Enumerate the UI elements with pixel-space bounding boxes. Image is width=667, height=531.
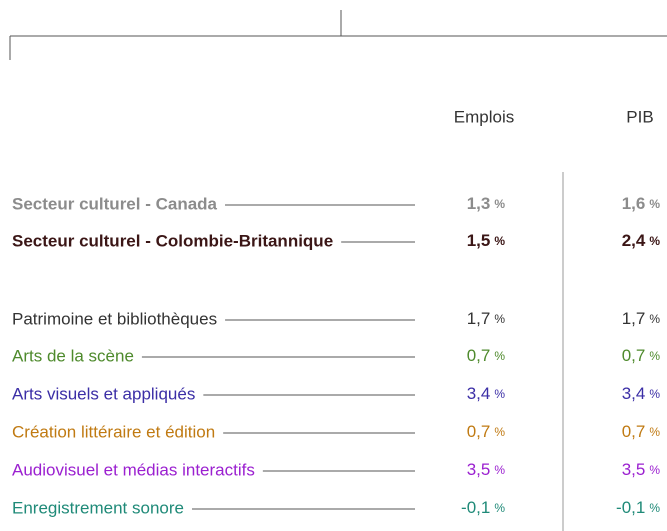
value-unit: %: [494, 349, 505, 363]
value-number: 0,7: [622, 346, 646, 365]
value-unit: %: [649, 387, 660, 401]
value-unit: %: [649, 425, 660, 439]
value-number: 3,4: [622, 384, 646, 403]
value-unit: %: [649, 349, 660, 363]
value-number: -0,1: [616, 498, 645, 517]
value-unit: %: [494, 387, 505, 401]
row-label: Secteur culturel - Colombie-Britannique: [12, 231, 333, 250]
value: 3,4%: [467, 384, 506, 403]
header-emplois: Emplois: [454, 107, 514, 126]
value: 0,7%: [467, 346, 506, 365]
value: 1,7%: [467, 309, 506, 328]
value-unit: %: [494, 234, 505, 248]
value: 2,4%: [622, 231, 661, 250]
value-unit: %: [494, 425, 505, 439]
value-unit: %: [649, 501, 660, 515]
value-number: 0,7: [467, 346, 491, 365]
value-number: 0,7: [622, 422, 646, 441]
row-label: Arts de la scène: [12, 346, 134, 365]
value: 3,5%: [467, 460, 506, 479]
value: 0,7%: [467, 422, 506, 441]
value-number: 1,7: [467, 309, 491, 328]
value-number: 1,5: [467, 231, 491, 250]
value-number: -0,1: [461, 498, 490, 517]
value: -0,1%: [461, 498, 505, 517]
header-pib: PIB: [626, 107, 653, 126]
value-unit: %: [649, 463, 660, 477]
value: -0,1%: [616, 498, 660, 517]
value: 3,4%: [622, 384, 661, 403]
value-number: 1,7: [622, 309, 646, 328]
row-label: Arts visuels et appliqués: [12, 384, 195, 403]
value: 0,7%: [622, 422, 661, 441]
value-number: 1,3: [467, 194, 491, 213]
value: 3,5%: [622, 460, 661, 479]
value-number: 3,5: [622, 460, 646, 479]
value-unit: %: [494, 463, 505, 477]
value: 1,6%: [622, 194, 661, 213]
row-label: Secteur culturel - Canada: [12, 194, 218, 213]
value: 0,7%: [622, 346, 661, 365]
value-number: 3,5: [467, 460, 491, 479]
value-number: 2,4: [622, 231, 646, 250]
value-unit: %: [494, 197, 505, 211]
value-unit: %: [494, 501, 505, 515]
value-number: 3,4: [467, 384, 491, 403]
row-label: Audiovisuel et médias interactifs: [12, 460, 255, 479]
value-unit: %: [649, 197, 660, 211]
value: 1,7%: [622, 309, 661, 328]
row-label: Enregistrement sonore: [12, 498, 184, 517]
value-number: 1,6: [622, 194, 646, 213]
value-number: 0,7: [467, 422, 491, 441]
row-label: Patrimoine et bibliothèques: [12, 309, 217, 328]
row-label: Création littéraire et édition: [12, 422, 215, 441]
value: 1,5%: [467, 231, 506, 250]
value-unit: %: [649, 312, 660, 326]
value-unit: %: [494, 312, 505, 326]
value-unit: %: [649, 234, 660, 248]
value: 1,3%: [467, 194, 506, 213]
